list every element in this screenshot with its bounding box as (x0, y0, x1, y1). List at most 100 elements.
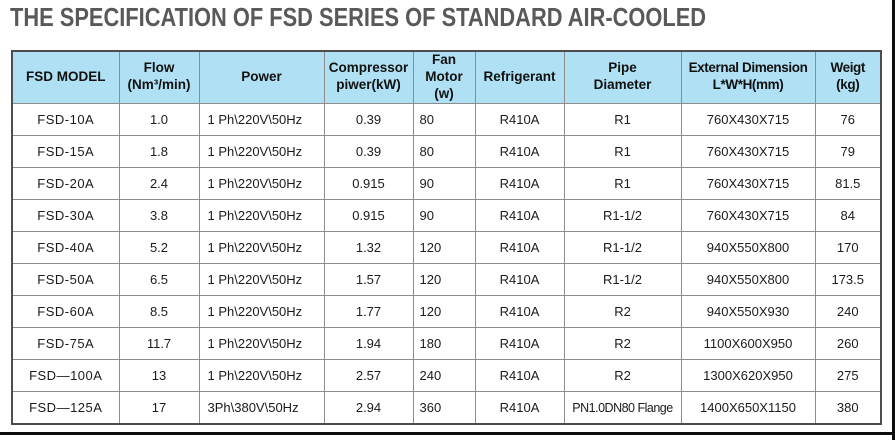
cell: R1-1/2 (563, 230, 682, 265)
cell: FSD-40A (11, 230, 120, 265)
table-row: FSD-50A 6.5 1 Ph\220V\50Hz 1.57 120 R410A R1-1… (11, 263, 882, 297)
cell: 1 Ph\220V\50Hz (198, 198, 325, 232)
cell: 84 (814, 198, 882, 232)
cell: 8.5 (118, 295, 200, 329)
frame-bottom-border (0, 432, 895, 435)
column-header: Compressor piwer(kW) (323, 50, 414, 104)
table-header: FSD MODEL Flow (Nm³/min) Power Compressor p… (11, 50, 882, 104)
cell: 260 (814, 327, 882, 361)
cell: FSD—125A (11, 391, 120, 425)
table-row: FSD-10A 1.0 1 Ph\220V\50Hz 0.39 80 R410A R1 760… (11, 102, 882, 136)
cell: 1.57 (323, 263, 414, 297)
table-row: FSD—100A 13 1 Ph\220V\50Hz 2.57 240 R410A R2 13… (11, 359, 882, 393)
cell: 80 (412, 102, 476, 136)
cell: 1 Ph\220V\50Hz (198, 166, 325, 200)
cell: 3Ph\380V\50Hz (198, 391, 325, 425)
cell: 240 (814, 295, 882, 329)
table-row: FSD-30A 3.8 1 Ph\220V\50Hz 0.915 90 R410A R1-1… (11, 198, 882, 232)
column-header: Power (198, 50, 325, 104)
cell: R410A (474, 102, 565, 136)
table-row: FSD-20A 2.4 1 Ph\220V\50Hz 0.915 90 R410A R1 76… (11, 166, 882, 200)
column-header: Flow (Nm³/min) (118, 50, 200, 104)
cell: 760X430X715 (680, 102, 816, 136)
cell: 120 (412, 295, 476, 329)
cell: FSD-30A (11, 198, 120, 232)
cell: 1 Ph\220V\50Hz (198, 327, 325, 361)
cell: 180 (412, 327, 476, 361)
cell: 1.8 (118, 134, 200, 168)
cell: R410A (474, 391, 565, 425)
column-header: Pipe Diameter (563, 50, 682, 104)
cell: R410A (474, 198, 565, 232)
cell: 380 (814, 391, 882, 425)
cell: 1 Ph\220V\50Hz (198, 134, 325, 168)
cell: 940X550X930 (680, 295, 816, 329)
cell: 1 Ph\220V\50Hz (198, 359, 325, 393)
table-row: FSD-60A 8.5 1 Ph\220V\50Hz 1.77 120 R410A R2 94… (11, 295, 882, 329)
cell: 940X550X800 (680, 263, 816, 297)
cell: FSD-75A (11, 327, 120, 361)
spec-table: FSD MODEL Flow (Nm³/min) Power Compressor p… (11, 50, 882, 425)
cell: 13 (118, 359, 200, 393)
cell: 360 (412, 391, 476, 425)
table-row: FSD—125A 17 3Ph\380V\50Hz 2.94 360 R410A PN1.0… (11, 391, 882, 425)
cell: 760X430X715 (680, 134, 816, 168)
cell: 2.4 (118, 166, 200, 200)
cell: R1 (563, 134, 682, 168)
cell: 5.2 (118, 230, 200, 265)
table-row: FSD-15A 1.8 1 Ph\220V\50Hz 0.39 80 R410A R1 760… (11, 134, 882, 168)
cell: R410A (474, 295, 565, 329)
cell: R410A (474, 263, 565, 297)
cell: 120 (412, 230, 476, 265)
cell: 3.8 (118, 198, 200, 232)
cell: FSD-15A (11, 134, 120, 168)
header-row: FSD MODEL Flow (Nm³/min) Power Compressor p… (11, 50, 882, 104)
cell: 11.7 (118, 327, 200, 361)
page-title: THE SPECIFICATION OF FSD SERIES OF STAND… (10, 2, 707, 32)
cell: 1.77 (323, 295, 414, 329)
cell: 2.94 (323, 391, 414, 425)
cell: 0.39 (323, 134, 414, 168)
cell: 81.5 (814, 166, 882, 200)
cell: 80 (412, 134, 476, 168)
cell: 1.32 (323, 230, 414, 265)
cell: R410A (474, 359, 565, 393)
cell: 90 (412, 198, 476, 232)
cell: 760X430X715 (680, 198, 816, 232)
cell: R2 (563, 359, 682, 393)
cell: 1.0 (118, 102, 200, 136)
table-body: FSD-10A 1.0 1 Ph\220V\50Hz 0.39 80 R410A R1 760… (11, 102, 882, 425)
cell: R410A (474, 230, 565, 265)
cell: R1 (563, 166, 682, 200)
cell: 1.94 (323, 327, 414, 361)
cell: 1 Ph\220V\50Hz (198, 230, 325, 265)
column-header: Refrigerant (474, 50, 565, 104)
cell: 1 Ph\220V\50Hz (198, 263, 325, 297)
cell: R410A (474, 134, 565, 168)
cell: 760X430X715 (680, 166, 816, 200)
cell: R410A (474, 327, 565, 361)
cell: R1-1/2 (563, 198, 682, 232)
cell: R2 (563, 327, 682, 361)
column-header: External Dimension L*W*H(mm) (680, 50, 816, 104)
cell: 173.5 (814, 263, 882, 297)
cell: 79 (814, 134, 882, 168)
cell: 940X550X800 (680, 230, 816, 265)
frame-right-border (892, 0, 895, 440)
cell: R410A (474, 166, 565, 200)
column-header: FSD MODEL (11, 50, 120, 104)
column-header: Fan Motor (w) (412, 50, 476, 104)
cell: FSD-20A (11, 166, 120, 200)
cell: 1300X620X950 (680, 359, 816, 393)
cell: FSD-50A (11, 263, 120, 297)
cell: 17 (118, 391, 200, 425)
cell: 0.39 (323, 102, 414, 136)
cell: 0.915 (323, 166, 414, 200)
cell: 240 (412, 359, 476, 393)
cell: R2 (563, 295, 682, 329)
cell: 90 (412, 166, 476, 200)
table-row: FSD-75A 11.7 1 Ph\220V\50Hz 1.94 180 R410A R2 1… (11, 327, 882, 361)
cell: R1 (563, 102, 682, 136)
cell: 1400X650X1150 (680, 391, 816, 425)
